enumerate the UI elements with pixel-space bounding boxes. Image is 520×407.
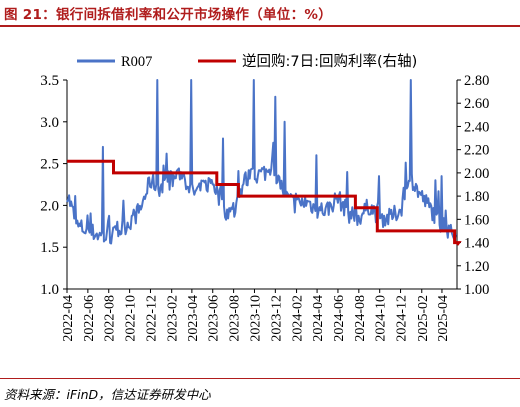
y-right-tick-label: 1.00 bbox=[464, 282, 489, 298]
axes: 1.0 1.5 2.0 2.5 3.0 3.5 1.00 1.20 1.40 1.60 1.80 2.… bbox=[40, 73, 489, 342]
title-rule bbox=[0, 25, 520, 27]
y-right-tick-label: 2.20 bbox=[464, 143, 489, 159]
x-tick-label: 2024-06 bbox=[332, 295, 347, 342]
legend: R007 逆回购:7日:回购利率(右轴) bbox=[77, 53, 417, 70]
y-right-tick-label: 1.60 bbox=[464, 212, 489, 228]
x-tick-label: 2023-12 bbox=[269, 295, 284, 342]
x-tick-label: 2024-08 bbox=[353, 295, 368, 342]
y-left-tick-label: 1.5 bbox=[40, 240, 59, 256]
legend-r007-label: R007 bbox=[121, 54, 152, 70]
legend-reverse-repo-label: 逆回购:7日:回购利率(右轴) bbox=[242, 53, 417, 70]
chart-title: 图 21：银行间拆借利率和公开市场操作（单位：%） bbox=[4, 7, 333, 23]
r007-line bbox=[66, 79, 457, 245]
y-right-tick-label: 2.80 bbox=[464, 73, 489, 89]
y-left-tick-label: 3.0 bbox=[40, 115, 59, 131]
y-right-tick-label: 2.00 bbox=[464, 166, 489, 182]
x-tick-label: 2023-02 bbox=[166, 295, 181, 342]
x-tick-label: 2022-04 bbox=[61, 295, 76, 342]
x-tick-label: 2024-10 bbox=[374, 295, 389, 342]
x-tick-label: 2024-02 bbox=[291, 295, 306, 342]
x-tick-label: 2024-04 bbox=[311, 295, 326, 342]
x-tick-label: 2025-04 bbox=[436, 295, 451, 342]
y-left-tick-label: 1.0 bbox=[40, 282, 59, 298]
y-right-tick-label: 1.20 bbox=[464, 259, 489, 275]
x-tick-label: 2022-10 bbox=[124, 295, 139, 342]
x-tick-label: 2023-04 bbox=[186, 295, 201, 342]
x-tick-label: 2022-06 bbox=[82, 295, 97, 342]
rate-chart: R007 逆回购:7日:回购利率(右轴) 1.01.52.02.53.03.51.… bbox=[40, 53, 489, 342]
y-left-tick-label: 3.5 bbox=[40, 73, 59, 89]
y-right-tick-label: 1.80 bbox=[464, 189, 489, 205]
plot-area bbox=[66, 79, 462, 246]
source-rule bbox=[0, 378, 520, 379]
x-tick-label: 2025-02 bbox=[416, 295, 431, 342]
x-tick-label: 2023-10 bbox=[248, 295, 263, 342]
y-left-tick-label: 2.0 bbox=[40, 198, 59, 214]
x-tick-label: 2024-12 bbox=[395, 295, 410, 342]
source-note: 资料来源：iFinD，信达证券研发中心 bbox=[4, 387, 211, 402]
y-left-tick-label: 2.5 bbox=[40, 157, 59, 173]
x-tick-label: 2023-06 bbox=[207, 295, 222, 342]
y-right-tick-label: 2.60 bbox=[464, 96, 489, 112]
y-right-tick-label: 2.40 bbox=[464, 119, 489, 135]
x-tick-label: 2023-08 bbox=[228, 295, 243, 342]
x-tick-label: 2022-08 bbox=[103, 295, 118, 342]
y-right-tick-label: 1.40 bbox=[464, 236, 489, 252]
x-tick-label: 2022-12 bbox=[144, 295, 159, 342]
reverse-repo-line bbox=[67, 159, 462, 246]
